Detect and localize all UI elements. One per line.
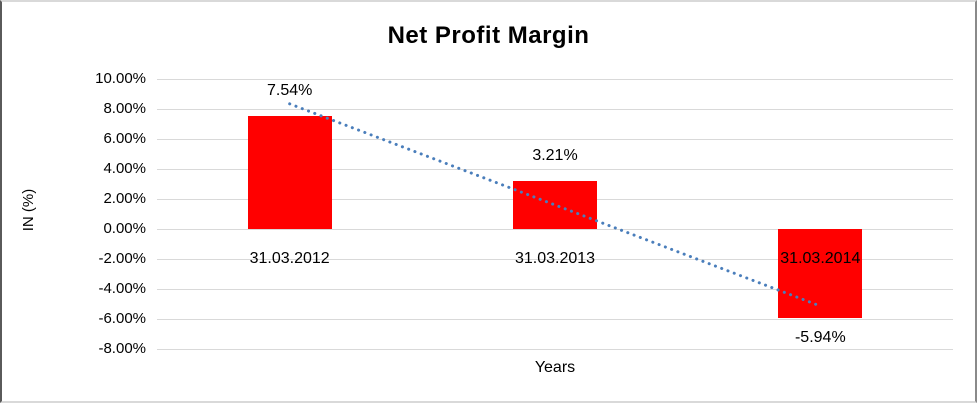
bar-31.03.2013 xyxy=(513,180,597,229)
y-tick-label: -2.00% xyxy=(98,250,146,267)
gridline xyxy=(157,318,953,320)
data-label: -5.94% xyxy=(794,329,846,347)
category-label: 31.03.2014 xyxy=(780,250,861,267)
gridline xyxy=(157,108,953,110)
y-tick-label: 2.00% xyxy=(103,190,146,207)
data-label: 7.54% xyxy=(266,81,313,99)
gridline xyxy=(157,348,953,350)
y-tick-label: 10.00% xyxy=(95,70,146,87)
bar-31.03.2012 xyxy=(247,115,332,229)
data-label: 3.21% xyxy=(532,146,578,164)
y-tick-label: 0.00% xyxy=(103,220,146,237)
gridline xyxy=(157,78,953,80)
y-axis-title: IN (%) xyxy=(20,188,37,232)
y-tick-label: -8.00% xyxy=(98,340,146,357)
bar-31.03.2014 xyxy=(778,229,863,319)
y-tick-label: 4.00% xyxy=(103,160,146,177)
y-tick-label: 6.00% xyxy=(103,130,146,147)
category-label: 31.03.2013 xyxy=(514,250,596,267)
y-tick-label: 8.00% xyxy=(103,100,146,117)
category-label: 31.03.2012 xyxy=(249,250,330,267)
x-axis-title: Years xyxy=(534,359,576,376)
chart-title: Net Profit Margin xyxy=(387,22,590,49)
y-tick-label: -4.00% xyxy=(98,280,146,297)
y-tick-label: -6.00% xyxy=(98,310,146,327)
